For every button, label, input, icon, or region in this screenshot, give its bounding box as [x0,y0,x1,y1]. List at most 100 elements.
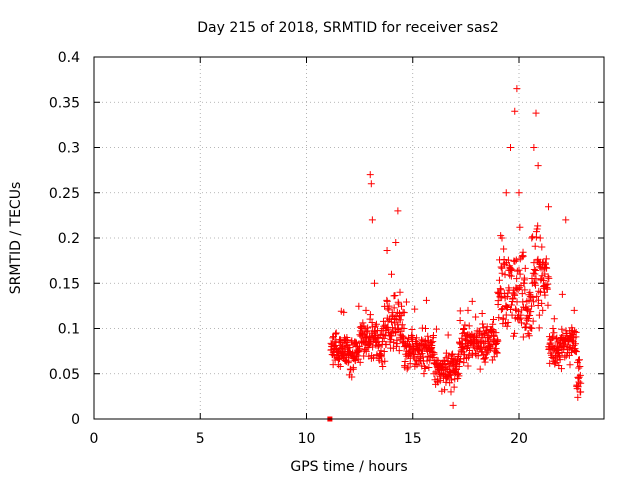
data-point [382,340,390,348]
data-point [397,312,405,320]
data-point [497,263,505,271]
data-point [494,297,502,305]
data-point [404,363,412,371]
data-point [534,222,542,230]
data-point [456,307,464,315]
data-point [481,354,489,362]
data-point [398,302,406,310]
data-point [533,292,541,300]
data-point [530,298,538,306]
data-point [503,292,511,300]
data-point [525,315,533,323]
y-tick-label: 0.2 [58,231,80,247]
y-tick-label: 0.3 [58,141,80,157]
data-point [498,293,506,301]
data-point [534,162,542,170]
y-tick-label: 0.35 [49,95,80,111]
data-point [521,286,529,294]
data-point [571,340,579,348]
data-point [383,296,391,304]
data-point [537,288,545,296]
data-point [356,358,364,366]
data-point [429,331,437,339]
data-point [476,365,484,373]
data-point [532,267,540,275]
data-point [472,313,480,321]
data-point [388,318,396,326]
data-point [531,242,539,250]
data-point [529,317,537,325]
y-tick-label: 0.05 [49,367,80,383]
data-point [516,270,524,278]
data-point [517,319,525,327]
data-point [408,326,416,334]
data-point [514,286,522,294]
data-point [544,301,552,309]
data-point [428,341,436,349]
data-point [394,207,402,215]
data-point [337,344,345,352]
data-point [498,269,506,277]
data-point [525,332,533,340]
data-point [378,358,386,366]
data-point [349,364,357,372]
data-point [535,311,543,319]
data-point [442,349,450,357]
data-point [380,348,388,356]
data-point [480,355,488,363]
data-point [501,271,509,279]
data-point [518,306,526,314]
data-point [458,334,466,342]
data-point [504,256,512,264]
data-point [378,338,386,346]
data-point [459,326,467,334]
data-point [450,383,458,391]
data-point [379,362,387,370]
data-point [519,333,527,341]
data-point [494,337,502,345]
data-point [351,357,359,365]
data-point [488,356,496,364]
data-point [406,348,414,356]
data-point [404,340,412,348]
grid-lines [94,57,604,419]
data-point [422,296,430,304]
data-point [497,306,505,314]
data-point [530,266,538,274]
data-point [553,334,561,342]
data-point [366,311,374,319]
y-tick-labels: 0 0.05 0.1 0.15 0.2 0.25 0.3 0.35 0.4 [49,50,80,428]
data-point [401,357,409,365]
data-point [507,144,514,151]
x-tick-label: 20 [510,431,528,447]
data-point [575,373,583,381]
data-point [398,332,406,340]
data-point [576,371,584,379]
y-tick-label: 0.25 [49,186,80,202]
data-point [380,334,388,342]
data-point [368,323,376,331]
chart-title: Day 215 of 2018, SRMTID for receiver sas… [197,20,499,36]
data-point [460,350,468,358]
data-point [495,314,503,322]
data-point [393,340,401,348]
data-point [367,180,375,188]
data-point [515,189,523,197]
data-point [473,336,481,344]
data-point [523,305,531,313]
data-point [566,361,574,369]
data-point [558,325,566,333]
data-point [527,308,535,316]
data-point [441,386,449,394]
data-point [396,327,404,335]
x-tick-labels: 0 5 10 15 20 [90,431,528,447]
data-point [493,349,501,357]
data-point [530,144,538,151]
data-point [456,317,464,325]
data-point [497,232,505,240]
data-point [530,278,538,286]
data-point [508,311,516,319]
x-axis-label: GPS time / hours [290,459,407,475]
data-point [448,376,456,384]
